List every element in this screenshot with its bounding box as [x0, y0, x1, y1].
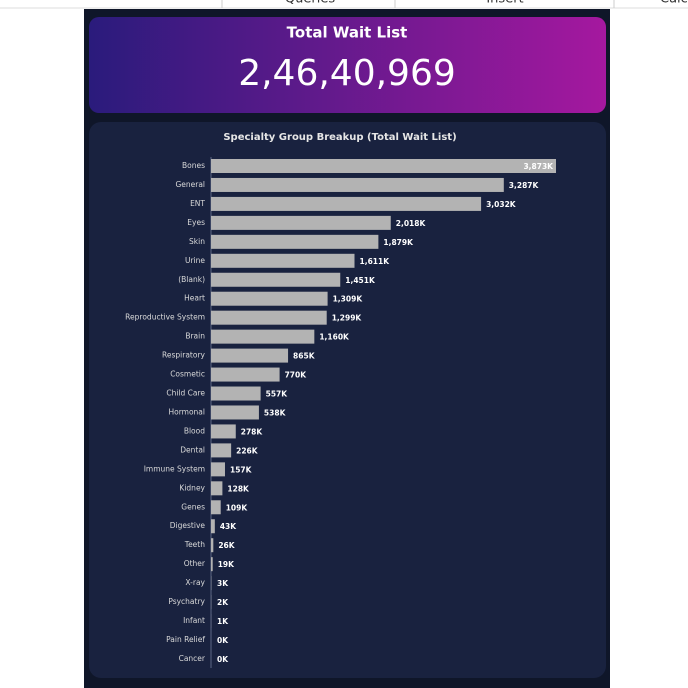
category-label: Eyes: [187, 218, 205, 227]
bar: [211, 234, 379, 249]
ribbon-tab[interactable]: Calc: [660, 0, 688, 7]
category-label: Genes: [181, 502, 205, 511]
bar: [211, 329, 315, 344]
data-label: 1K: [217, 617, 229, 626]
category-label: (Blank): [178, 275, 205, 284]
bar: [211, 253, 355, 268]
ribbon-tab[interactable]: Queries: [285, 0, 335, 7]
category-label: Hormonal: [168, 407, 205, 416]
category-label: Reproductive System: [125, 313, 205, 322]
data-label: 3,287K: [509, 181, 540, 190]
bar: [211, 159, 556, 173]
data-label: 1,160K: [319, 333, 350, 342]
category-label: Heart: [184, 294, 205, 303]
data-label: 0K: [217, 636, 229, 645]
bar: [211, 557, 213, 572]
category-label: Pain Relief: [166, 635, 205, 644]
bar: [211, 538, 214, 553]
category-label: Bones: [182, 161, 205, 170]
bar: [211, 196, 482, 211]
bar: [211, 481, 223, 496]
card-title: Total Wait List: [287, 24, 408, 42]
category-label: Teeth: [184, 540, 205, 549]
category-label: Other: [184, 559, 206, 568]
category-label: Respiratory: [162, 351, 206, 360]
bar: [211, 386, 261, 401]
data-label: 3K: [217, 579, 229, 588]
data-label: 3,032K: [486, 200, 517, 209]
bar: [211, 291, 328, 306]
category-label: Blood: [184, 426, 205, 435]
data-label: 226K: [236, 446, 259, 455]
data-label: 557K: [266, 390, 289, 399]
card-value: 2,46,40,969: [238, 53, 456, 94]
category-label: Child Care: [166, 389, 205, 398]
bar: [211, 310, 327, 325]
bar: [211, 272, 341, 287]
bar: [211, 177, 504, 192]
category-label: Kidney: [179, 483, 205, 492]
ribbon-tab[interactable]: Insert: [486, 0, 523, 7]
data-label: 26K: [218, 541, 235, 550]
data-label: 538K: [264, 408, 287, 417]
data-label: 865K: [293, 352, 316, 361]
bar: [211, 462, 225, 477]
ribbon: [0, 0, 688, 8]
category-label: Skin: [189, 237, 205, 246]
category-label: Dental: [180, 445, 205, 454]
data-label: 3,873K: [523, 162, 554, 171]
category-label: Brain: [185, 332, 205, 341]
data-label: 43K: [220, 522, 237, 531]
bar: [211, 443, 232, 458]
category-label: Psychatry: [168, 597, 205, 606]
data-label: 1,451K: [345, 276, 376, 285]
category-label: Immune System: [144, 464, 205, 473]
category-label: X-ray: [185, 578, 205, 587]
bar: [211, 367, 280, 382]
bar: [211, 519, 215, 534]
bar: [211, 424, 236, 439]
category-label: ENT: [190, 199, 205, 208]
kpi-card[interactable]: [89, 17, 606, 113]
category-label: Cancer: [179, 654, 206, 663]
data-label: 128K: [227, 484, 250, 493]
bar: [211, 405, 259, 420]
data-label: 770K: [285, 371, 308, 380]
data-label: 1,879K: [383, 238, 414, 247]
data-label: 1,309K: [333, 295, 364, 304]
data-label: 1,299K: [332, 314, 363, 323]
data-label: 19K: [218, 560, 235, 569]
category-label: Cosmetic: [170, 370, 205, 379]
bar: [211, 500, 221, 515]
category-label: Infant: [183, 616, 205, 625]
data-label: 278K: [241, 427, 264, 436]
bar: [211, 348, 289, 363]
bar: [211, 215, 391, 230]
data-label: 109K: [226, 503, 249, 512]
chart-title: Specialty Group Breakup (Total Wait List…: [223, 132, 456, 143]
category-label: General: [175, 180, 205, 189]
data-label: 157K: [230, 465, 253, 474]
data-label: 2,018K: [396, 219, 427, 228]
category-label: Digestive: [170, 521, 206, 530]
data-label: 2K: [217, 598, 229, 607]
data-label: 1,611K: [360, 257, 391, 266]
data-label: 0K: [217, 655, 229, 664]
category-label: Urine: [185, 256, 205, 265]
